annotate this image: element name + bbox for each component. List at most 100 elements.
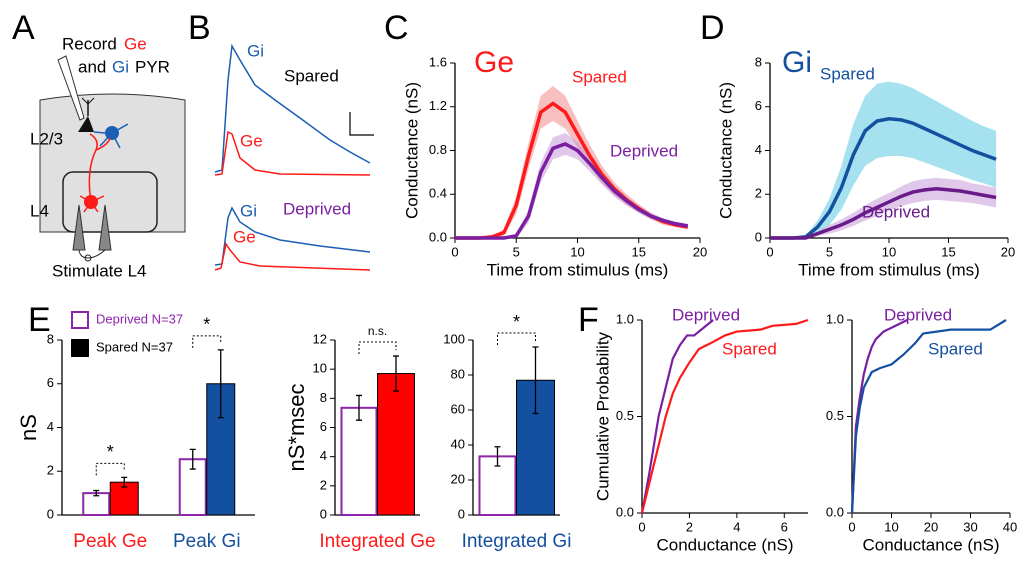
cortex — [39, 93, 186, 233]
bar — [377, 373, 415, 516]
y-tick-label: 80 — [451, 366, 465, 381]
y-tick-label: 6 — [47, 375, 54, 390]
y-tick-label: 0.0 — [616, 504, 634, 519]
y-tick-label: 1.0 — [826, 311, 844, 326]
series-line — [640, 318, 809, 514]
x-tick-label: 5 — [826, 244, 833, 259]
chart: 0 2 4 6 8 10 12 nS*msec Integrated Ge n.s. — [284, 324, 436, 552]
diagram-text: Ge — [124, 34, 147, 53]
y-axis-label: nS*msec — [284, 383, 309, 471]
y-tick-label: 10 — [313, 361, 327, 376]
x-axis-label: Conductance (nS) — [656, 535, 793, 554]
y-tick-label: 6 — [320, 419, 327, 434]
chart: 0 20 40 60 80 100 Integrated Gi * — [443, 312, 571, 552]
error-bar — [121, 476, 128, 488]
series-line — [850, 319, 908, 514]
y-tick-label: 0.5 — [826, 408, 844, 423]
trace-label: Ge — [233, 227, 256, 246]
error-bar — [356, 394, 362, 421]
series-line — [850, 319, 1007, 514]
x-axis-label: Time from stimulus (ms) — [487, 260, 669, 279]
chart: 0 2 4 6 8 nS Peak Ge * Peak Gi * Deprived N=37 Spar… — [16, 311, 255, 552]
trace — [214, 242, 371, 271]
series-label: Deprived — [672, 305, 740, 324]
trace — [214, 206, 371, 266]
electrode — [57, 55, 85, 121]
x-tick-label: 6 — [781, 519, 788, 534]
chart: 0 2 4 6 8 0 5 10 15 20 Conductance (nS) Time from s… — [716, 46, 1015, 280]
y-tick-label: 0 — [458, 506, 465, 521]
significance-label: * — [513, 312, 520, 332]
y-tick-label: 0.0 — [826, 504, 844, 519]
error-bar — [494, 446, 501, 467]
x-tick-label: 20 — [693, 244, 707, 259]
legend-swatch — [71, 311, 89, 329]
chart: 0.0 0.5 1.0 0 10 20 30 40 Conductance (nS) Depriv… — [826, 305, 1017, 554]
series-label: Spared — [820, 64, 875, 83]
x-tick-label: 20 — [1001, 244, 1015, 259]
y-tick-label: 60 — [451, 401, 465, 416]
diagram-text: PYR — [135, 57, 170, 76]
chart-title: Gi — [782, 46, 812, 79]
x-tick-label: 15 — [632, 244, 646, 259]
series-line — [640, 319, 714, 514]
x-tick-label: 5 — [513, 244, 520, 259]
error-bar — [217, 349, 224, 419]
y-tick-label: 0 — [755, 229, 762, 244]
x-tick-label: 0 — [451, 244, 458, 259]
x-axis-label: Conductance (nS) — [862, 535, 999, 554]
x-tick-label: 0 — [638, 519, 645, 534]
error-band — [455, 133, 688, 238]
category-label: Peak Ge — [73, 531, 147, 552]
y-tick-label: 0.5 — [616, 408, 634, 423]
trace-label: Gi — [247, 41, 264, 60]
series-label: Deprived — [862, 202, 930, 221]
panel-label: B — [188, 9, 211, 47]
scale-bar — [349, 112, 374, 136]
category-label: Peak Gi — [173, 531, 241, 552]
error-band — [770, 81, 997, 238]
x-tick-label: 0 — [766, 244, 773, 259]
example-traces: Gi Ge Spared Gi Ge Deprived — [214, 41, 374, 271]
error-bar — [189, 448, 196, 470]
y-tick-label: 0.4 — [429, 186, 447, 201]
x-tick-label: 30 — [963, 519, 977, 534]
trace — [214, 43, 371, 173]
x-tick-label: 40 — [1003, 519, 1017, 534]
chart: 0.0 0.4 0.8 1.2 1.6 0 5 10 15 20 Conductance (nS) T… — [402, 46, 707, 280]
diagram-text: Gi — [112, 57, 129, 76]
trace-label: Deprived — [283, 199, 351, 218]
panel-label: A — [12, 9, 35, 47]
circuit-diagram: Record Ge and Gi PYR L2/3 L4 Stimulate L… — [30, 34, 186, 280]
trace-label: Gi — [240, 201, 257, 220]
diagram-text: Stimulate L4 — [52, 261, 147, 280]
y-tick-label: 2 — [755, 186, 762, 201]
panel-label: F — [578, 301, 599, 339]
x-tick-label: 4 — [733, 519, 740, 534]
y-tick-label: 40 — [451, 436, 465, 451]
category-label: Integrated Gi — [462, 531, 572, 552]
series-line — [455, 142, 689, 240]
error-bar — [393, 355, 399, 392]
y-tick-label: 1.2 — [429, 98, 447, 113]
series-line — [770, 187, 997, 240]
y-tick-label: 4 — [47, 419, 54, 434]
y-tick-label: 0.8 — [429, 142, 447, 157]
x-tick-label: 2 — [686, 519, 693, 534]
x-tick-label: 0 — [848, 519, 855, 534]
x-tick-label: 20 — [924, 519, 938, 534]
y-tick-label: 2 — [320, 477, 327, 492]
y-tick-label: 12 — [313, 331, 327, 346]
y-tick-label: 1.6 — [429, 54, 447, 69]
y-tick-label: 2 — [47, 463, 54, 478]
significance-label: * — [107, 442, 114, 462]
y-tick-label: 8 — [47, 331, 54, 346]
y-tick-label: 0 — [47, 506, 54, 521]
series-label: Spared — [928, 339, 983, 358]
series-line — [770, 117, 997, 240]
y-tick-label: 1.0 — [616, 311, 634, 326]
trace-label: Spared — [284, 66, 339, 85]
y-tick-label: 4 — [320, 448, 327, 463]
chart: 0.0 0.5 1.0 0 2 4 6 Cumulative Probability Condu… — [593, 305, 809, 554]
